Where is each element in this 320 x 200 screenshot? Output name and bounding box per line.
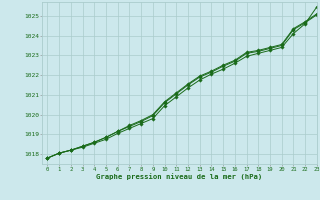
X-axis label: Graphe pression niveau de la mer (hPa): Graphe pression niveau de la mer (hPa) bbox=[96, 173, 262, 180]
